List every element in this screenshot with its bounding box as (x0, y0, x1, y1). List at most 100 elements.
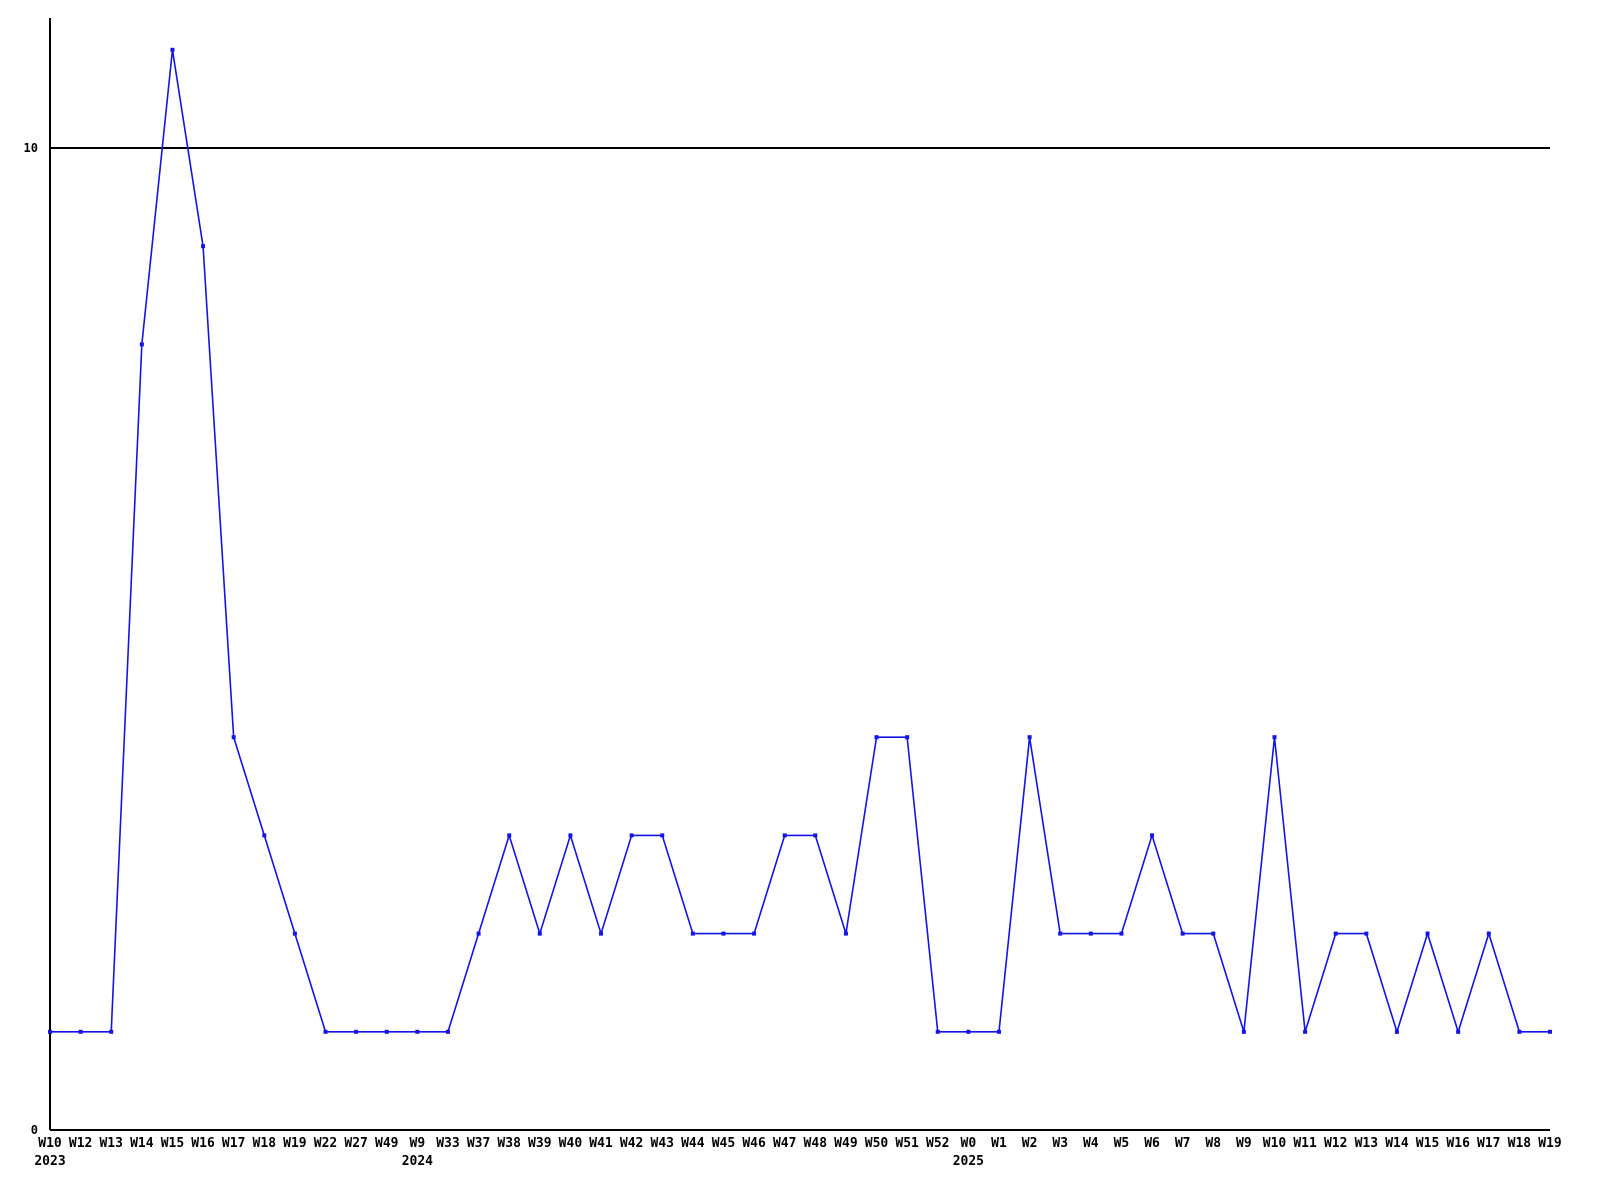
data-point (476, 931, 481, 936)
data-point (782, 833, 787, 838)
x-tick-label: W44 (681, 1136, 705, 1151)
data-point (568, 833, 573, 838)
data-point (1548, 1029, 1552, 1034)
x-tick-label: W22 (313, 1136, 338, 1151)
data-point (1394, 1029, 1399, 1034)
x-tick-label: W15 (160, 1136, 185, 1151)
x-tick-label: W0 (960, 1136, 977, 1151)
x-tick-label: W15 (1415, 1136, 1440, 1151)
data-point (752, 931, 757, 936)
x-tick-label: W13 (1354, 1136, 1379, 1151)
x-tick-label: W4 (1082, 1136, 1099, 1151)
data-point (507, 833, 512, 838)
y-tick-label: 0 (30, 1123, 38, 1137)
x-tick-label: W47 (772, 1136, 797, 1151)
x-year-label: 2025 (952, 1154, 985, 1169)
x-tick-label: W10 (38, 1136, 62, 1151)
x-tick-label: W39 (528, 1136, 552, 1151)
data-point (139, 342, 144, 347)
data-point (1088, 931, 1093, 936)
data-point (599, 931, 604, 936)
x-tick-label: W14 (130, 1136, 154, 1151)
y-tick-label: 10 (23, 141, 38, 155)
data-point (843, 931, 848, 936)
data-point (537, 931, 542, 936)
x-tick-label: W37 (466, 1136, 491, 1151)
x-tick-label: W12 (1323, 1136, 1348, 1151)
x-tick-label: W19 (283, 1136, 307, 1151)
data-point (721, 931, 726, 936)
x-tick-label: W52 (926, 1136, 950, 1151)
x-tick-label: W13 (99, 1136, 123, 1151)
x-tick-label: W16 (1446, 1136, 1470, 1151)
data-point (874, 735, 879, 740)
data-point (354, 1029, 359, 1034)
x-tick-label: W40 (558, 1136, 583, 1151)
data-point (170, 47, 175, 52)
data-point (1058, 931, 1063, 936)
data-point (935, 1029, 940, 1034)
series-data-points (48, 47, 1552, 1034)
x-tick-label: W48 (803, 1136, 828, 1151)
data-point (813, 833, 818, 838)
data-point (323, 1029, 328, 1034)
x-tick-label: W33 (436, 1136, 460, 1151)
x-tick-label: W11 (1293, 1136, 1317, 1151)
data-point (1456, 1029, 1461, 1034)
x-tick-label: W49 (834, 1136, 858, 1151)
data-point (1272, 735, 1277, 740)
data-point (109, 1029, 114, 1034)
data-point (1119, 931, 1124, 936)
data-point (905, 735, 910, 740)
data-point (78, 1029, 83, 1034)
data-point (629, 833, 634, 838)
x-year-label: 2023 (34, 1154, 66, 1169)
data-point (690, 931, 695, 936)
x-tick-label: W19 (1538, 1136, 1562, 1151)
x-tick-label: W45 (711, 1136, 736, 1151)
x-tick-label: W18 (1507, 1136, 1532, 1151)
data-point (262, 833, 267, 838)
axis-lines (49, 18, 1550, 1131)
x-tick-label: W12 (68, 1136, 93, 1151)
x-tick-label: W10 (1262, 1136, 1287, 1151)
x-tick-label: W42 (619, 1136, 644, 1151)
x-tick-label: W6 (1144, 1136, 1160, 1151)
x-tick-label: W27 (344, 1136, 368, 1151)
data-point (445, 1029, 450, 1034)
data-point (1180, 931, 1185, 936)
x-tick-label: W16 (191, 1136, 215, 1151)
x-tick-label: W18 (252, 1136, 277, 1151)
x-tick-label: W17 (221, 1136, 246, 1151)
x-tick-label: W17 (1477, 1136, 1501, 1151)
x-tick-label: W5 (1113, 1136, 1130, 1151)
data-point (1333, 931, 1338, 936)
data-point (415, 1029, 420, 1034)
x-year-label: 2024 (401, 1154, 433, 1169)
data-point (201, 244, 206, 249)
data-point (292, 931, 297, 936)
data-point (660, 833, 665, 838)
x-tick-label: W9 (1236, 1136, 1252, 1151)
x-tick-label: W46 (742, 1136, 766, 1151)
x-tick-label: W43 (650, 1136, 674, 1151)
data-point (1486, 931, 1491, 936)
data-point (1303, 1029, 1308, 1034)
x-tick-label: W7 (1174, 1136, 1191, 1151)
x-tick-label: W14 (1385, 1136, 1409, 1151)
x-tick-label: W38 (497, 1136, 521, 1151)
data-point (996, 1029, 1001, 1034)
data-point (48, 1029, 52, 1034)
data-point (1150, 833, 1155, 838)
data-point (1425, 931, 1430, 936)
data-point (1241, 1029, 1246, 1034)
x-tick-label: W49 (374, 1136, 399, 1151)
x-tick-label: W41 (589, 1136, 613, 1151)
data-point (231, 735, 236, 740)
x-tick-label: W51 (895, 1136, 919, 1151)
series-line-path (50, 49, 1550, 1035)
x-tick-label: W3 (1052, 1136, 1069, 1151)
data-point (384, 1029, 389, 1034)
